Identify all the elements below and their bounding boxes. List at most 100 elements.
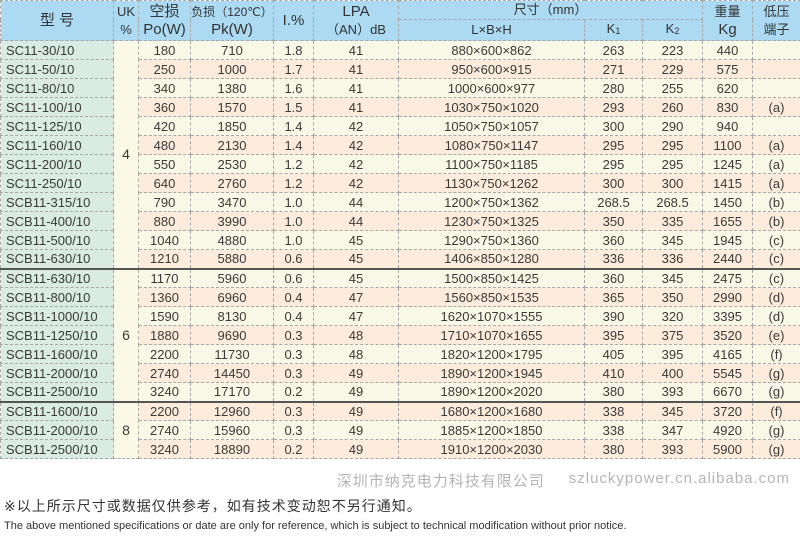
cell-po: 790 [138, 192, 191, 212]
cell-pk: 17170 [190, 382, 274, 402]
table-row: SC11-125/10 420 1850 1.4 42 1050×750×1057 300 2… [0, 116, 800, 136]
header-terminal-bottom: 端子 [763, 21, 790, 37]
table-row: SCB11-400/10 880 3990 1.0 44 1230×750×1325 350… [0, 211, 800, 231]
cell-lpa: 49 [313, 420, 399, 440]
table-body: SC11-30/10 4 180 710 1.8 41 880×600×862 263 223 4… [0, 40, 800, 459]
header-pk: 负损（120℃） Pk(W) [190, 0, 274, 41]
cell-k1: 380 [584, 382, 643, 402]
cell-terminal: (c) [752, 230, 800, 250]
table-row: SC11-80/10 340 1380 1.6 41 1000×600×977 280 255… [0, 78, 800, 98]
cell-pk: 14450 [190, 363, 274, 383]
cell-k1: 295 [584, 154, 643, 174]
cell-k2: 229 [642, 59, 703, 79]
table-row: SCB11-2500/10 3240 18890 0.2 49 1910×1200×203… [0, 439, 800, 459]
cell-po: 2200 [138, 400, 191, 421]
cell-terminal: (g) [752, 420, 800, 440]
cell-lbh: 1890×1200×1945 [398, 363, 585, 383]
cell-k1: 338 [584, 420, 643, 440]
cell-uk: 4 [113, 40, 139, 269]
cell-terminal: (g) [752, 363, 800, 383]
cell-pk: 1380 [190, 78, 274, 98]
header-weight-top: 重量 [714, 3, 741, 19]
cell-io: 0.3 [273, 363, 314, 383]
cell-k2: 347 [642, 420, 703, 440]
cell-k2: 336 [642, 249, 703, 269]
cell-po: 250 [138, 59, 191, 79]
cell-lbh: 1885×1200×1850 [398, 420, 585, 440]
cell-lpa: 42 [313, 154, 399, 174]
cell-k2: 393 [642, 382, 703, 402]
header-pk-bottom: Pk(W) [211, 20, 253, 38]
cell-k1: 360 [584, 267, 643, 288]
header-lbh: L×B×H [398, 19, 585, 41]
cell-weight: 440 [702, 40, 753, 60]
watermark-company: 深圳市纳克电力科技有限公司 [336, 473, 545, 490]
cell-io: 0.3 [273, 420, 314, 440]
cell-io: 1.0 [273, 192, 314, 212]
cell-weight: 2475 [702, 267, 753, 288]
cell-pk: 2530 [190, 154, 274, 174]
header-po: 空损 Po(W) [138, 0, 191, 41]
table-row: SC11-160/10 480 2130 1.4 42 1080×750×1147 295 2… [0, 135, 800, 155]
cell-pk: 18890 [190, 439, 274, 459]
table-row: SCB11-630/10 6 1170 5960 0.6 45 1500×850×1425 3… [0, 267, 800, 402]
cell-k2: 223 [642, 40, 703, 60]
cell-lpa: 44 [313, 192, 399, 212]
cell-lpa: 45 [313, 249, 399, 269]
cell-terminal: (c) [752, 267, 800, 288]
cell-terminal: (g) [752, 382, 800, 402]
cell-lbh: 1130×750×1262 [398, 173, 585, 193]
cell-k1: 293 [584, 97, 643, 117]
cell-terminal: (b) [752, 192, 800, 212]
cell-model: SCB11-1250/10 [0, 325, 114, 345]
cell-lbh: 1100×750×1185 [398, 154, 585, 174]
table-header: 型 号 UK% 空损 Po(W) 负损（120℃） Pk(W) I.% LPA （AN… [0, 0, 800, 41]
cell-k2: 295 [642, 154, 703, 174]
cell-model: SCB11-315/10 [0, 192, 114, 212]
cell-k1: 405 [584, 344, 643, 364]
cell-io: 0.2 [273, 439, 314, 459]
cell-lbh: 1080×750×1147 [398, 135, 585, 155]
cell-terminal: (a) [752, 173, 800, 193]
cell-k2: 255 [642, 78, 703, 98]
header-po-bottom: Po(W) [143, 20, 186, 38]
cell-po: 2740 [138, 363, 191, 383]
cell-po: 360 [138, 97, 191, 117]
cell-lbh: 880×600×862 [398, 40, 585, 60]
watermark-line: 深圳市纳克电力科技有限公司 szluckypower.cn.alibaba.co… [0, 470, 800, 491]
cell-k2: 290 [642, 116, 703, 136]
cell-uk: 8 [113, 400, 139, 459]
cell-k1: 338 [584, 400, 643, 421]
header-io: I.% [273, 0, 314, 41]
cell-k1: 280 [584, 78, 643, 98]
cell-lpa: 42 [313, 173, 399, 193]
cell-lpa: 45 [313, 230, 399, 250]
cell-model: SCB11-1000/10 [0, 306, 114, 326]
cell-io: 0.4 [273, 306, 314, 326]
cell-lbh: 950×600×915 [398, 59, 585, 79]
cell-pk: 2130 [190, 135, 274, 155]
cell-weight: 5545 [702, 363, 753, 383]
watermark-url: szluckypower.cn.alibaba.com [568, 470, 790, 487]
cell-weight: 4920 [702, 420, 753, 440]
cell-terminal [752, 40, 800, 60]
cell-pk: 11730 [190, 344, 274, 364]
cell-k2: 375 [642, 325, 703, 345]
cell-pk: 4880 [190, 230, 274, 250]
cell-lbh: 1910×1200×2030 [398, 439, 585, 459]
cell-lpa: 41 [313, 97, 399, 117]
cell-pk: 1850 [190, 116, 274, 136]
cell-terminal: (a) [752, 135, 800, 155]
header-model: 型 号 [0, 0, 114, 41]
spec-table: 型 号 UK% 空损 Po(W) 负损（120℃） Pk(W) I.% LPA （AN… [0, 0, 800, 459]
cell-model: SCB11-1600/10 [0, 400, 114, 421]
cell-weight: 620 [702, 78, 753, 98]
cell-model: SC11-50/10 [0, 59, 114, 79]
cell-k1: 410 [584, 363, 643, 383]
header-pk-top: 负损（120℃） [191, 4, 273, 19]
cell-lbh: 1200×750×1362 [398, 192, 585, 212]
cell-pk: 8130 [190, 306, 274, 326]
table-row: SCB11-630/10 1210 5880 0.6 45 1406×850×1280 33… [0, 249, 800, 269]
cell-k2: 268.5 [642, 192, 703, 212]
table-row: SCB11-2500/10 3240 17170 0.2 49 1890×1200×202… [0, 382, 800, 402]
